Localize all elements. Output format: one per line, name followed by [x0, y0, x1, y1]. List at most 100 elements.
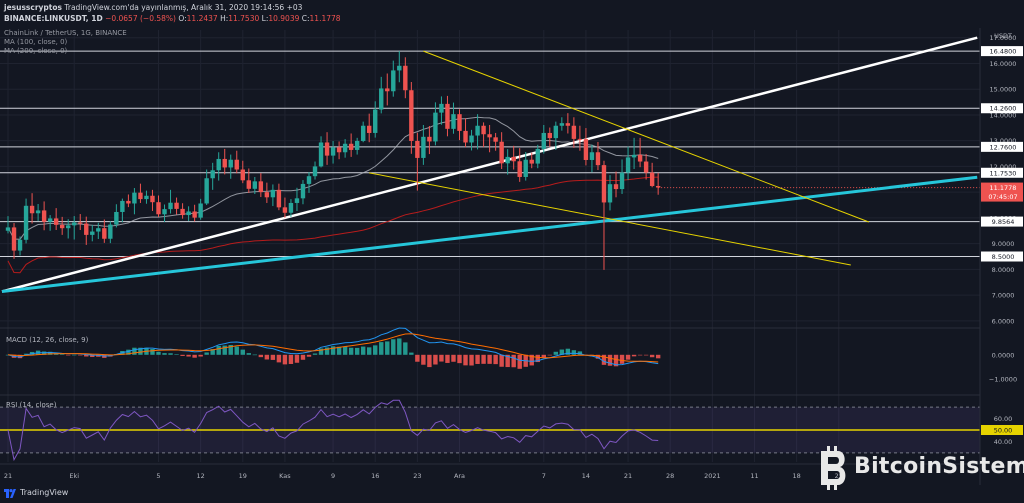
macd-histogram-bar	[240, 349, 245, 355]
candle-body	[288, 202, 294, 213]
candles	[5, 51, 661, 270]
macd-histogram-bar	[246, 353, 251, 355]
trendline-white	[1, 36, 978, 293]
macd-histogram-bar	[565, 348, 571, 355]
candle-body	[41, 210, 47, 222]
price-tick-label: 17.0000	[990, 34, 1017, 42]
time-tick-label: 19	[239, 472, 247, 480]
candle-body	[234, 159, 239, 170]
candle-body	[318, 142, 324, 167]
candle-body	[246, 180, 251, 189]
level-label-bg	[981, 46, 1023, 57]
candle-body	[300, 183, 306, 199]
high-label: H:	[220, 14, 229, 23]
level-label: 9.8564	[992, 218, 1015, 226]
candle-body	[571, 125, 577, 139]
time-tick-label: Kas	[279, 472, 291, 480]
price-tick-label: 13.0000	[990, 137, 1017, 145]
candle-body	[619, 172, 625, 190]
trendline-yellow-lower	[369, 172, 851, 266]
macd-histogram-bar	[571, 350, 577, 355]
candle-body	[397, 65, 402, 71]
macd-histogram-bar	[336, 346, 342, 355]
time-tick-label: 23	[413, 472, 421, 480]
pane-separators	[0, 327, 980, 465]
candle-body	[577, 138, 583, 140]
macd-histogram-bar	[613, 354, 619, 367]
macd-histogram-bar	[72, 354, 77, 356]
macd-histogram-bar	[547, 354, 552, 356]
countdown-label: 07:45:07	[988, 193, 1017, 201]
macd-histogram-bar	[282, 354, 288, 365]
close-label: C:	[301, 14, 310, 23]
candle-body	[529, 159, 534, 164]
candle-body	[589, 152, 595, 160]
macd-histogram-bar	[180, 354, 185, 356]
rsi-label[interactable]: RSI (14, close)	[6, 401, 57, 409]
candle-body	[17, 239, 23, 251]
last-price-label: 11.1778	[990, 184, 1017, 192]
candle-body	[547, 132, 552, 139]
macd-label[interactable]: MACD (12, 26, close, 9)	[6, 336, 89, 344]
candle-body	[59, 224, 65, 229]
macd-histogram-bar	[300, 354, 306, 360]
candle-body	[655, 185, 661, 188]
legend-ma100[interactable]: MA (100, close, 0)	[4, 38, 68, 46]
last-price-tag	[981, 182, 1023, 202]
publish-info: TradingView.com'da yayınlanmış, Aralık 3…	[62, 3, 303, 12]
macd-histogram-bar	[174, 354, 179, 355]
macd-histogram-bar	[403, 342, 408, 355]
candle-body	[451, 114, 456, 129]
candle-body	[282, 207, 288, 213]
price-tick-label: 7.0000	[992, 292, 1015, 300]
candle-body	[306, 176, 312, 184]
tradingview-brand[interactable]: TradingView	[20, 488, 69, 497]
price-axis[interactable]: USDT6.00007.00008.00009.000010.000011.00…	[979, 28, 1024, 485]
ohlc-line: BINANCE:LINKUSDT, 1D −0.0657 (−0.58%) O:…	[4, 14, 341, 23]
candle-body	[144, 195, 149, 200]
candle-body	[607, 184, 613, 203]
candle-body	[421, 136, 426, 158]
time-tick-label: 14	[582, 472, 590, 480]
author-name[interactable]: jesusscryptos	[4, 3, 62, 12]
candle-body	[336, 147, 342, 153]
macd-histogram-bar	[475, 354, 480, 364]
candle-body	[637, 154, 643, 162]
macd-histogram-bar	[96, 354, 101, 357]
level-label-bg	[981, 141, 1023, 152]
macd-histogram-bar	[415, 354, 420, 362]
candle-body	[469, 135, 474, 143]
candle-body	[481, 125, 486, 135]
macd-histogram-bar	[427, 354, 432, 368]
candle-body	[222, 158, 227, 168]
candle-body	[35, 210, 41, 214]
candle-body	[517, 161, 522, 177]
candle-body	[102, 228, 107, 239]
candle-body	[174, 202, 179, 209]
macd-histogram-bar	[577, 351, 583, 355]
macd-histogram-bar	[258, 354, 264, 358]
legend-ma200[interactable]: MA (200, close, 0)	[4, 47, 68, 55]
time-axis[interactable]: 21 Eki 5 12 19 Kas 9 16 23 Ara 7 14 21 28 2021 11 18 25	[4, 472, 843, 480]
candle-body	[96, 228, 101, 232]
open-label: O:	[178, 14, 187, 23]
price-tick-label: 9.0000	[992, 240, 1015, 248]
macd-histogram-bar	[619, 354, 625, 364]
time-tick-label: 21	[4, 472, 12, 480]
candle-body	[11, 227, 17, 251]
time-tick-label: 12	[196, 472, 204, 480]
time-tick-label: 9	[331, 472, 335, 480]
macd-histogram-bar	[643, 354, 649, 356]
candle-body	[523, 159, 528, 177]
macd-histogram-bar	[637, 354, 643, 356]
candle-body	[601, 165, 607, 203]
candle-body	[649, 172, 655, 186]
macd-histogram-bar	[463, 354, 468, 366]
level-label: 12.7600	[990, 143, 1017, 151]
price-tick-label: 6.0000	[992, 317, 1015, 325]
candle-body	[23, 205, 29, 240]
trendline-cyan	[1, 175, 978, 293]
candle-body	[276, 189, 282, 208]
candle-body	[294, 198, 300, 203]
